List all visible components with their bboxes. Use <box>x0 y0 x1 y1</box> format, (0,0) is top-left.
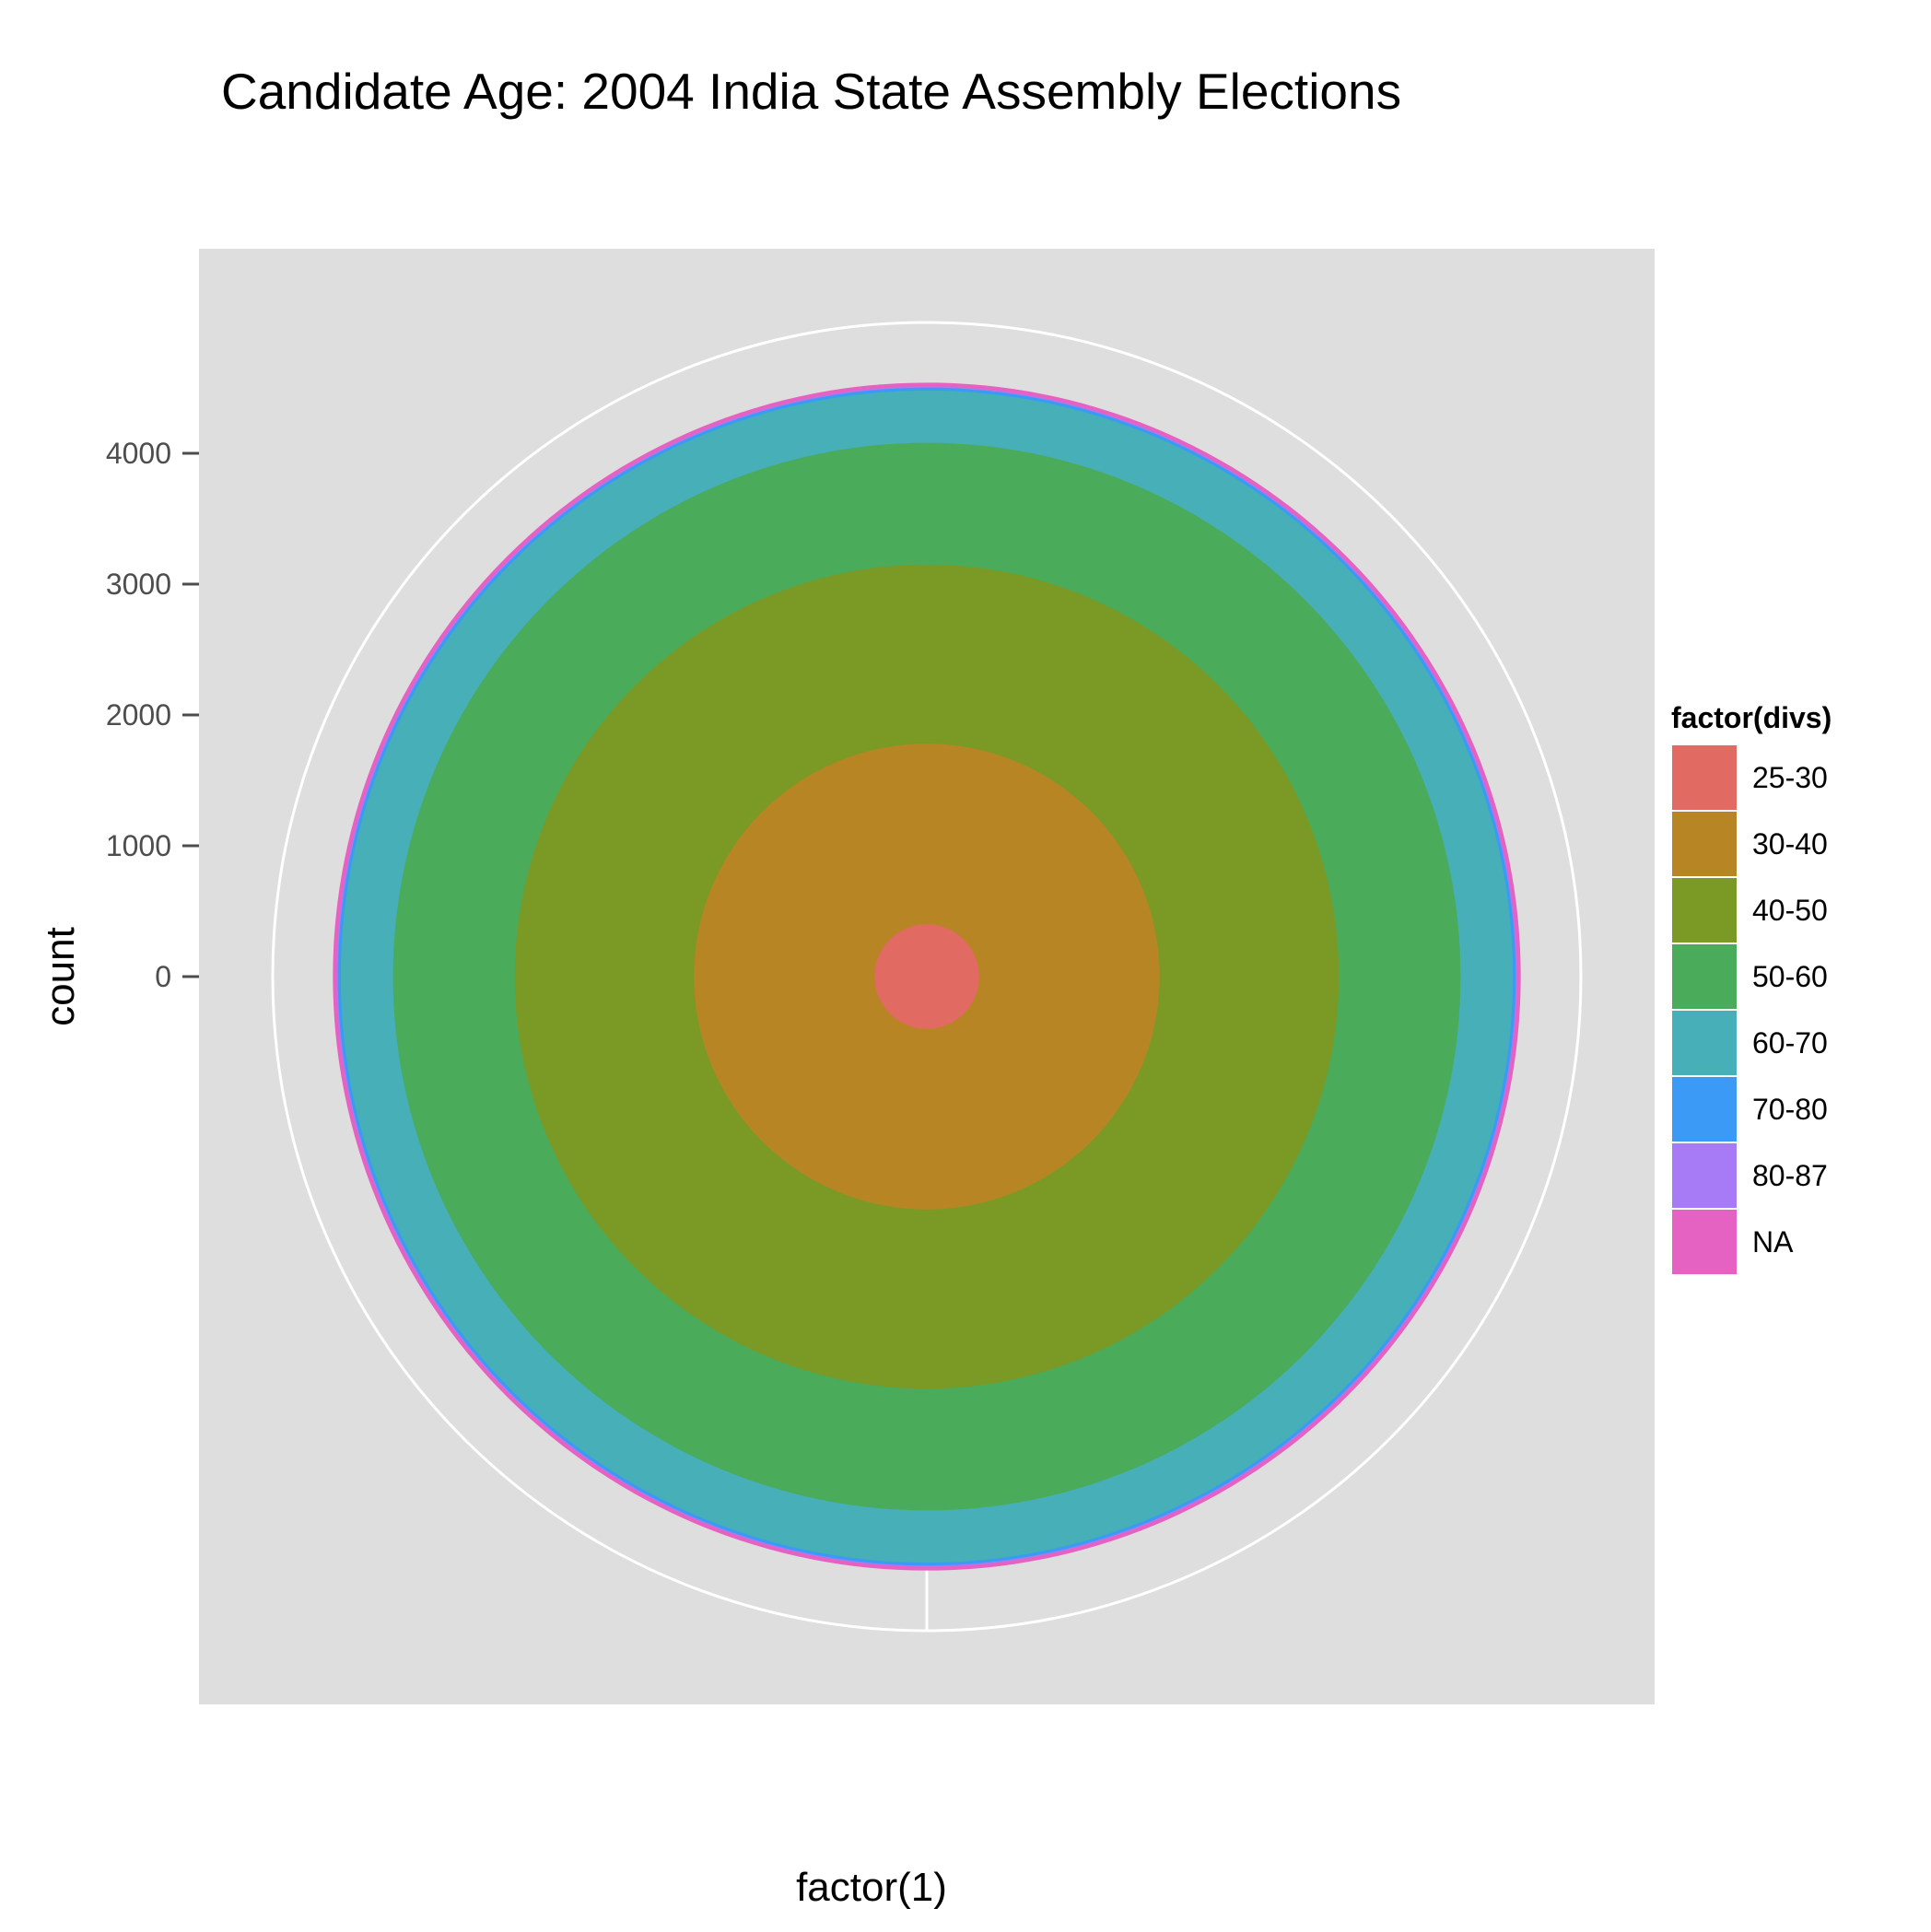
legend: factor(divs) 25-30 30-40 40-50 50-60 60-70 70… <box>1655 682 1931 1299</box>
legend-label-50-60: 50-60 <box>1752 960 1828 993</box>
y-tick-label: 0 <box>155 960 171 993</box>
legend-key-NA <box>1670 1208 1738 1276</box>
legend-label-NA: NA <box>1752 1225 1794 1259</box>
y-tick-label: 2000 <box>106 698 171 732</box>
legend-label-30-40: 30-40 <box>1752 827 1828 861</box>
legend-key-40-50 <box>1670 876 1738 944</box>
legend-key-80-87 <box>1670 1142 1738 1210</box>
y-tick-label: 3000 <box>106 568 171 601</box>
legend-key-50-60 <box>1670 943 1738 1011</box>
legend-key-30-40 <box>1670 810 1738 878</box>
legend-label-25-30: 25-30 <box>1752 761 1828 794</box>
y-tick-label: 1000 <box>106 829 171 862</box>
legend-key-25-30 <box>1670 744 1738 812</box>
legend-label-60-70: 60-70 <box>1752 1026 1828 1060</box>
legend-title: factor(divs) <box>1671 701 1832 734</box>
ring-25-30 <box>874 924 979 1029</box>
x-axis-title: factor(1) <box>796 1865 947 1910</box>
legend-label-80-87: 80-87 <box>1752 1159 1828 1192</box>
y-axis: 0 1000 2000 3000 4000 <box>106 437 199 993</box>
legend-key-60-70 <box>1670 1009 1738 1077</box>
chart-title: Candidate Age: 2004 India State Assembly… <box>221 63 1401 120</box>
legend-items: 25-30 30-40 40-50 50-60 60-70 70-80 80-87 NA <box>1670 744 1828 1276</box>
legend-label-70-80: 70-80 <box>1752 1093 1828 1126</box>
slices-layer <box>333 382 1521 1571</box>
y-axis-title: count <box>38 927 83 1026</box>
legend-label-40-50: 40-50 <box>1752 894 1828 927</box>
legend-key-70-80 <box>1670 1075 1738 1143</box>
y-tick-label: 4000 <box>106 437 171 470</box>
